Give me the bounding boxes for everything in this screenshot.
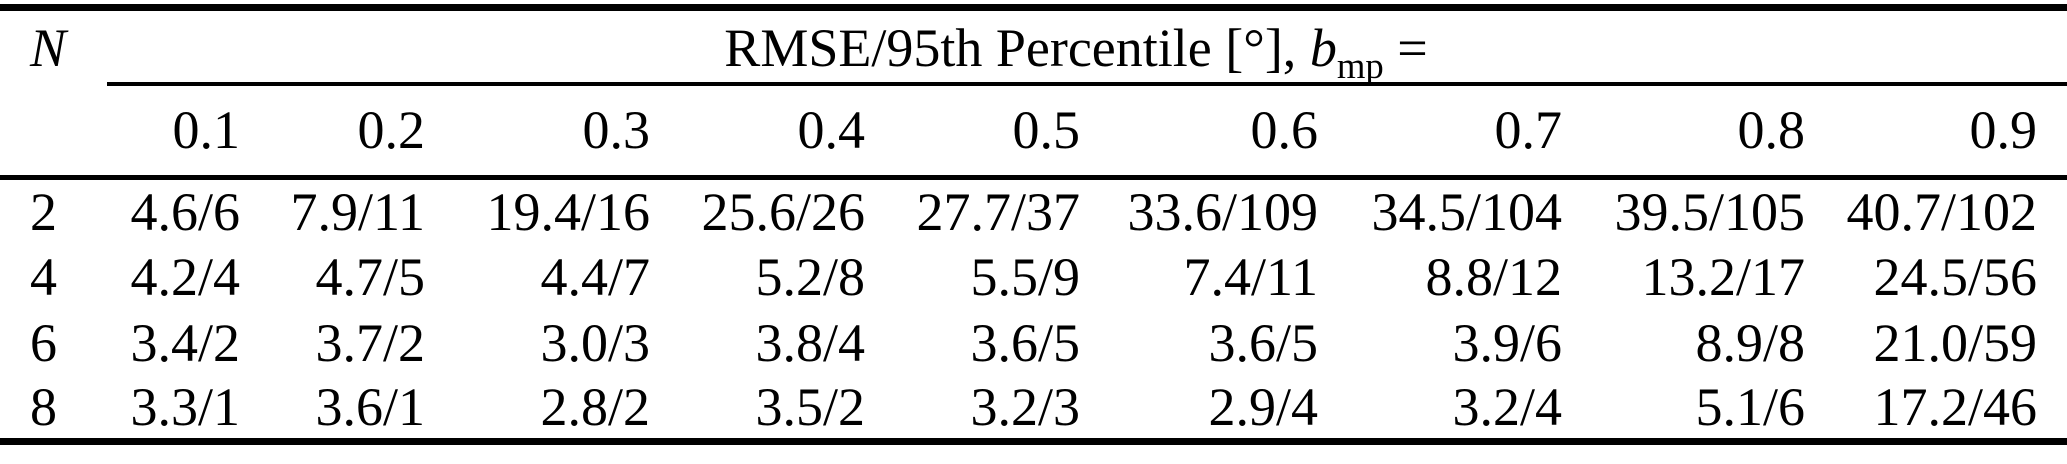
table-cell: 2.8/2	[540, 376, 650, 437]
metric-label: RMSE/95th Percentile [°],	[724, 18, 1310, 79]
table-cell: 19.4/16	[486, 181, 650, 242]
column-header-bmp: 0.3	[425, 85, 650, 180]
table-cell: 8.9/8	[1695, 312, 1805, 373]
table-cell: 5.5/9	[970, 246, 1080, 307]
row-label-n: 4	[30, 246, 57, 307]
table-cell: 3.8/4	[755, 312, 865, 373]
table-cell: 4.7/5	[315, 246, 425, 307]
table-cell: 7.4/11	[1183, 246, 1319, 307]
table-cell: 3.7/2	[315, 312, 425, 373]
span-header: RMSE/95th Percentile [°], bmp =	[85, 8, 2067, 86]
table-cell: 3.6/5	[970, 312, 1080, 373]
table-cell: 3.5/2	[755, 376, 865, 437]
table-cell: 7.9/11	[290, 181, 426, 242]
table-cell: 5.1/6	[1695, 376, 1805, 437]
results-table: N RMSE/95th Percentile [°], bmp = 0.1 0.2…	[0, 4, 2067, 445]
table-row: 6 3.4/2 3.7/2 3.0/3 3.8/4 3.6/5 3.6/5 3.9/6 8.9/…	[0, 310, 2067, 376]
table-cell: 4.6/6	[130, 181, 240, 242]
column-header-bmp: 0.8	[1562, 85, 1805, 180]
table-cell: 33.6/109	[1127, 181, 1318, 242]
column-header-bmp: 0.1	[85, 85, 240, 180]
table-cell: 5.2/8	[755, 246, 865, 307]
row-label-n: 8	[30, 376, 57, 437]
table-row: 8 3.3/1 3.6/1 2.8/2 3.5/2 3.2/3 2.9/4 3.2/4 5.1/…	[0, 376, 2067, 442]
table-cell: 21.0/59	[1873, 312, 2037, 373]
table-cell: 27.7/37	[916, 181, 1080, 242]
col-header-n: N	[30, 18, 67, 79]
table-cell: 3.6/5	[1208, 312, 1318, 373]
column-header-bmp: 0.7	[1318, 85, 1562, 180]
row-label-n: 2	[30, 181, 57, 242]
table-cell: 13.2/17	[1641, 246, 1805, 307]
column-header-bmp: 0.4	[650, 85, 865, 180]
row-label-n: 6	[30, 312, 57, 373]
table-cell: 4.2/4	[130, 246, 240, 307]
column-header-bmp: 0.9	[1805, 85, 2067, 180]
param-subscript-mp: mp	[1336, 45, 1384, 87]
table-row: 2 4.6/6 7.9/11 19.4/16 25.6/26 27.7/37 33.6/10…	[0, 178, 2067, 244]
table-cell: 34.5/104	[1371, 181, 1562, 242]
title-row: N RMSE/95th Percentile [°], bmp =	[0, 8, 2067, 86]
table-cell: 24.5/56	[1873, 246, 2037, 307]
table-cell: 8.8/12	[1425, 246, 1562, 307]
table-cell: 3.4/2	[130, 312, 240, 373]
table-body: 2 4.6/6 7.9/11 19.4/16 25.6/26 27.7/37 33.6/10…	[0, 178, 2067, 442]
equals-sign: =	[1383, 18, 1428, 79]
table-cell: 40.7/102	[1846, 181, 2037, 242]
column-header-bmp: 0.2	[240, 85, 425, 180]
paper-results-table-figure: N RMSE/95th Percentile [°], bmp = 0.1 0.2…	[0, 4, 2067, 464]
table-cell: 3.2/4	[1452, 376, 1562, 437]
column-header-row: 0.1 0.2 0.3 0.4 0.5 0.6 0.7 0.8 0.9	[0, 85, 2067, 180]
table-cell: 3.9/6	[1452, 312, 1562, 373]
table-cell: 3.0/3	[540, 312, 650, 373]
table-cell: 3.2/3	[970, 376, 1080, 437]
column-header-empty	[0, 85, 85, 180]
column-header-bmp: 0.5	[865, 85, 1080, 180]
table-cell: 3.6/1	[315, 376, 425, 437]
table-cell: 17.2/46	[1873, 376, 2037, 437]
table-cell: 39.5/105	[1614, 181, 1805, 242]
param-symbol-b: b	[1309, 18, 1337, 79]
table-cell: 25.6/26	[701, 181, 865, 242]
table-cell: 2.9/4	[1208, 376, 1318, 437]
table-cell: 4.4/7	[540, 246, 650, 307]
table-cell: 3.3/1	[130, 376, 240, 437]
column-header-bmp: 0.6	[1080, 85, 1318, 180]
table-row: 4 4.2/4 4.7/5 4.4/7 5.2/8 5.5/9 7.4/11 8.8/12 13…	[0, 244, 2067, 310]
